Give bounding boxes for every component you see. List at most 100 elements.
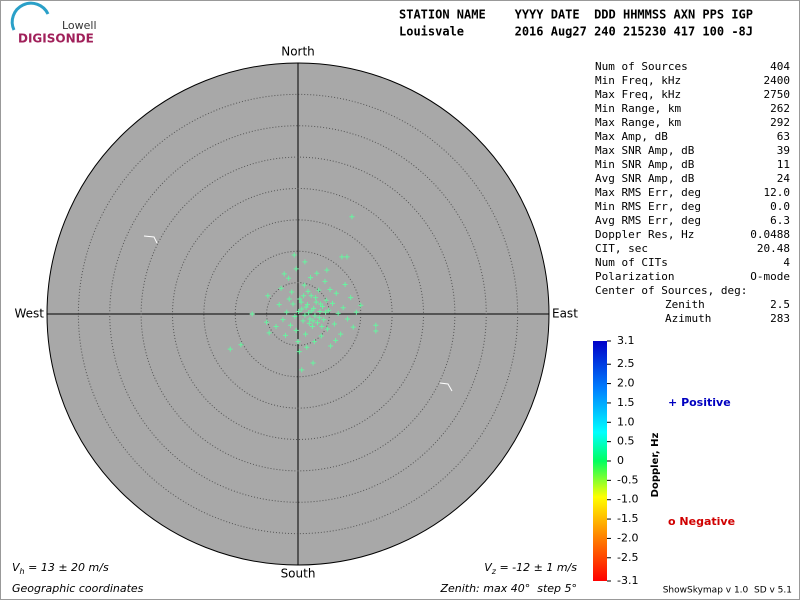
source-point — [324, 267, 330, 273]
stat-label: Max RMS Err, deg — [595, 186, 701, 199]
stat-label: Max SNR Amp, dB — [595, 144, 695, 157]
source-point — [282, 332, 288, 338]
logo-top: Lowell — [62, 19, 97, 32]
legend-text: Negative — [679, 515, 735, 528]
source-point — [291, 252, 297, 258]
source-point — [340, 305, 346, 311]
legend-text: Positive — [681, 396, 731, 409]
stat-label: Doppler Res, Hz — [595, 228, 694, 241]
stat-value: 4 — [783, 256, 790, 269]
source-point — [326, 307, 332, 313]
stat-value: 283 — [770, 312, 790, 325]
source-point — [317, 308, 323, 314]
zenith-ring — [172, 188, 424, 440]
source-point — [316, 287, 322, 293]
stat-value: 24 — [777, 172, 791, 185]
stats-table: Num of Sources 404 Min Freq, kHz 2400 Max Fr… — [595, 60, 790, 325]
stat-label: Num of CITs — [595, 256, 668, 269]
source-point — [297, 296, 303, 302]
source-point — [286, 275, 292, 281]
colorbar-tick-label: 2.0 — [617, 377, 635, 390]
source-point — [342, 282, 348, 288]
colorbar-tick-label: 3.1 — [617, 334, 635, 347]
logo-arc — [10, 1, 50, 31]
zenith-label: Zenith: max 40° step 5° — [439, 582, 577, 595]
source-point — [311, 339, 317, 345]
source-point — [327, 287, 333, 293]
colorbar-tick-label: -2.5 — [617, 551, 638, 564]
source-point — [330, 300, 336, 306]
stat-label: Azimuth — [665, 312, 711, 325]
source-point — [331, 321, 337, 327]
source-point — [319, 303, 325, 309]
source-point — [314, 320, 320, 326]
source-point — [328, 343, 334, 349]
source-point — [305, 288, 311, 294]
stat-value: 404 — [770, 60, 790, 73]
colorbar-tick-label: 1.5 — [617, 396, 635, 409]
stat-value: 6.3 — [770, 214, 790, 227]
wind-marker — [439, 382, 453, 392]
source-point — [345, 316, 351, 322]
source-point — [289, 289, 295, 295]
stat-heading: Center of Sources, deg: — [595, 284, 747, 297]
colorbar-tick-label: 0 — [617, 454, 624, 467]
source-point — [323, 309, 329, 315]
source-point — [227, 346, 233, 352]
source-point — [321, 317, 327, 323]
source-point — [298, 299, 304, 305]
source-point — [373, 322, 379, 328]
stat-label: Min Freq, kHz — [595, 74, 681, 87]
source-point — [313, 295, 319, 301]
colorbar-tick-label: 2.5 — [617, 357, 635, 370]
source-point — [306, 310, 312, 316]
compass-label: West — [14, 307, 44, 321]
source-point — [303, 331, 309, 337]
stat-value: 292 — [770, 116, 790, 129]
stat-value: 20.48 — [757, 242, 790, 255]
stat-value: O-mode — [750, 270, 790, 283]
version-label: ShowSkymap v 1.0 SD v 5.1 — [663, 586, 792, 596]
zenith-ring — [140, 156, 456, 472]
source-point — [338, 331, 344, 337]
stat-label: Num of Sources — [595, 60, 688, 73]
source-point — [314, 270, 320, 276]
source-point — [333, 337, 339, 343]
stat-label: Zenith — [665, 298, 705, 311]
zenith-ring — [266, 282, 330, 346]
source-point — [304, 302, 310, 308]
logo-bottom: DIGISONDE — [18, 32, 94, 46]
legend-symbol: + — [668, 396, 677, 409]
stat-value: 63 — [777, 130, 790, 143]
source-point — [286, 296, 292, 302]
source-point — [308, 293, 314, 299]
source-point — [293, 327, 299, 333]
source-point — [319, 324, 325, 330]
source-point — [311, 305, 317, 311]
symbol: V — [12, 561, 21, 574]
text: = 13 ± 20 m/s — [25, 561, 109, 574]
header-line: Louisvale 2016 Aug27 240 215230 417 100 … — [399, 25, 753, 39]
source-point — [309, 308, 315, 314]
stat-label: Avg SNR Amp, dB — [595, 172, 695, 185]
coords-label: Geographic coordinates — [12, 582, 144, 595]
colorbar — [593, 341, 607, 581]
vz-label: Vz = -12 ± 1 m/s — [484, 561, 577, 576]
source-point — [281, 271, 287, 277]
stat-label: Min RMS Err, deg — [595, 200, 701, 213]
source-point — [344, 254, 350, 260]
zenith-ring — [234, 250, 362, 378]
zenith-ring — [109, 125, 487, 503]
stat-value: 0.0488 — [750, 228, 790, 241]
source-point — [276, 302, 282, 308]
stat-value: 2750 — [764, 88, 791, 101]
stat-label: Max Freq, kHz — [595, 88, 681, 101]
subscript: h — [20, 567, 25, 576]
source-point — [304, 344, 310, 350]
source-point — [373, 328, 379, 334]
source-point — [322, 278, 328, 284]
stat-value: 39 — [777, 144, 790, 157]
stat-label: Polarization — [595, 270, 674, 283]
source-point — [308, 275, 314, 281]
source-point — [307, 316, 313, 322]
